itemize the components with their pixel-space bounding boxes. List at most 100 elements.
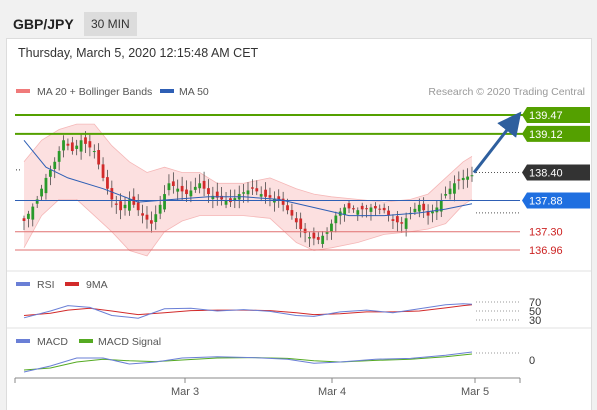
rsi-level-label: 50: [529, 306, 541, 318]
candle-body: [413, 208, 417, 213]
candle-body: [211, 195, 215, 200]
candle-body: [242, 192, 246, 194]
ma50-line: [23, 139, 473, 217]
pivot-level-label: 137.88: [529, 196, 563, 208]
candle-body: [44, 177, 48, 194]
candle-body: [255, 188, 259, 192]
candle-body: [79, 140, 83, 152]
candle-body: [92, 151, 96, 153]
candle-body: [290, 210, 294, 216]
rsi-level-label: 70: [529, 297, 541, 309]
candle-body: [330, 223, 333, 232]
candle-body: [439, 200, 443, 212]
current-price-tag: [522, 164, 590, 181]
candle-body: [404, 218, 408, 229]
candle-body: [114, 203, 118, 205]
bollinger-legend-label: MA 20 + Bollinger Bands: [37, 86, 152, 98]
candle-body: [70, 142, 74, 152]
candle-body: [176, 188, 180, 192]
candle-body: [268, 195, 272, 198]
candle-body: [369, 207, 373, 212]
candle-body: [453, 183, 456, 194]
candle-body: [84, 137, 87, 144]
candle-body: [286, 205, 289, 211]
rsi-line: [23, 303, 473, 319]
candle-body: [373, 206, 377, 209]
macd-signal-legend-swatch: [79, 339, 93, 343]
candle-body: [119, 201, 123, 211]
x-axis-tick-label: Mar 5: [461, 386, 489, 398]
candle-body: [356, 210, 360, 215]
resistance-level-label: 139.47: [529, 110, 563, 122]
candle-body: [250, 187, 254, 189]
resistance-level-tag: [522, 107, 590, 123]
macd-legend-label: MACD: [37, 336, 68, 348]
candle-body: [466, 176, 470, 180]
chart-header: GBP/JPY 30 MIN: [0, 0, 597, 38]
candle-body: [220, 195, 224, 200]
candle-body: [352, 208, 355, 210]
candle-body: [382, 207, 386, 211]
candle-body: [110, 188, 114, 200]
candle-body: [461, 177, 465, 181]
candle-body: [316, 237, 320, 240]
candle-body: [400, 222, 404, 224]
candle-body: [22, 218, 26, 221]
candle-body: [180, 185, 184, 192]
price-levels: 139.47 139.12 138.40 137.88 137.30 136.96: [15, 107, 590, 257]
candle-body: [264, 189, 267, 197]
candle-body: [395, 216, 399, 223]
candle-body: [26, 213, 30, 219]
candle-body: [158, 204, 162, 214]
candle-body: [207, 188, 210, 195]
macd-signal-legend-label: MACD Signal: [98, 336, 161, 348]
candle-body: [365, 208, 368, 210]
rsi-level-label: 30: [529, 315, 541, 327]
candle-body: [387, 210, 390, 216]
candle-body: [53, 161, 57, 169]
candle-body: [40, 188, 43, 197]
candle-body: [88, 141, 92, 148]
support-level-label: 137.30: [529, 227, 563, 239]
candle-body: [189, 190, 193, 197]
resistance-level-tag: [522, 125, 590, 142]
candle-body: [136, 202, 140, 211]
pivot-level-tag: [522, 192, 590, 209]
candle-body: [343, 207, 347, 215]
candle-body: [246, 190, 250, 195]
candle-body: [321, 235, 325, 244]
candle-body: [431, 211, 434, 214]
rsi-ma-legend-label: 9MA: [86, 279, 108, 291]
candle-body: [35, 199, 39, 204]
candle-body: [57, 151, 61, 162]
ma50-legend-swatch: [160, 89, 174, 93]
resistance-level-label: 139.12: [529, 129, 563, 141]
research-credit: Research © 2020 Trading Central: [428, 86, 585, 98]
candle-body: [75, 145, 79, 149]
rsi-ma-legend-swatch: [65, 282, 79, 286]
candle-body: [281, 198, 285, 205]
candle-body: [308, 237, 311, 239]
candle-body: [171, 181, 175, 186]
candle-body: [312, 232, 316, 239]
candle-body: [128, 199, 131, 211]
candle-body: [141, 213, 144, 216]
candle-body: [145, 214, 149, 220]
timeframe-badge[interactable]: 30 MIN: [84, 12, 137, 36]
candle-body: [457, 179, 461, 181]
symbol-title: GBP/JPY: [13, 16, 74, 32]
projection-arrow: [472, 111, 522, 174]
candle-body: [334, 215, 338, 224]
candle-body: [391, 219, 395, 221]
candle-body: [325, 231, 329, 234]
candle-body: [378, 208, 382, 210]
price-chart: 139.47 139.12 138.40 137.88 137.30 136.96: [15, 107, 590, 257]
candle-body: [299, 218, 303, 230]
candle-body: [149, 220, 153, 224]
candle-body: [66, 143, 70, 146]
chart-datetime: Thursday, March 5, 2020 12:15:48 AM CET: [18, 46, 259, 60]
candle-body: [48, 169, 52, 177]
candle-body: [259, 194, 263, 197]
candle-body: [31, 206, 35, 220]
